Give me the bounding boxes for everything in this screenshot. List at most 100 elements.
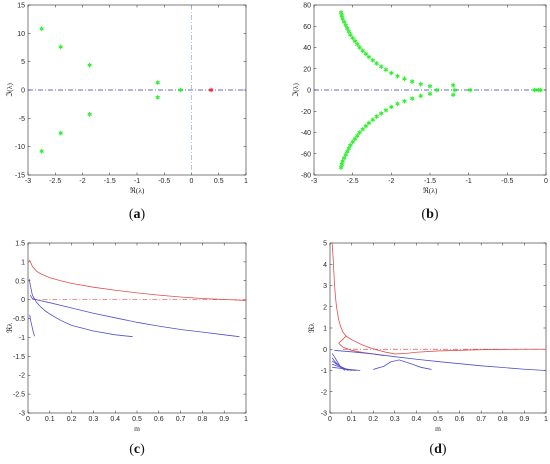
scatter-point <box>434 87 440 93</box>
scatter-point <box>374 61 379 66</box>
scatter-point <box>350 139 355 145</box>
y-tick-label: 4 <box>323 262 327 269</box>
scatter-point <box>532 87 537 93</box>
x-tick-label: -1.5 <box>104 178 116 185</box>
y-tick-label: -15 <box>15 173 25 180</box>
scatter-point <box>418 93 423 99</box>
scatter-point <box>348 32 353 38</box>
y-tick-label: 40 <box>303 45 311 52</box>
scatter-point <box>355 133 360 138</box>
scatter-point <box>370 117 376 123</box>
x-tick-label: 1 <box>244 416 248 423</box>
scatter-point <box>341 155 347 161</box>
scatter-point <box>450 82 456 88</box>
plot-area <box>314 10 546 170</box>
series-line <box>29 294 240 338</box>
scatter-point <box>338 10 344 15</box>
series-line <box>29 314 35 337</box>
scatter-point <box>538 87 543 93</box>
panel-label: (b) <box>421 207 438 222</box>
x-tick-label: -1.5 <box>424 178 436 185</box>
scatter-point <box>383 67 389 73</box>
scatter-point <box>450 92 456 98</box>
scatter-point <box>357 130 362 135</box>
y-tick-label: 0 <box>323 347 327 354</box>
scatter-point <box>360 48 365 53</box>
y-tick-label: 0.5 <box>15 278 25 285</box>
scatter-point <box>395 101 400 107</box>
y-tick-label: -80 <box>301 173 311 180</box>
x-tick-label: 0 <box>190 178 194 185</box>
x-axis-label: m <box>134 424 140 433</box>
scatter-point <box>355 42 360 47</box>
axes-frame <box>329 242 547 414</box>
x-tick-label: 0.3 <box>390 416 400 423</box>
x-tick-label: -0.5 <box>501 178 513 185</box>
x-tick-label: 0.5 <box>132 416 142 423</box>
x-tick-label: 0.4 <box>110 416 120 423</box>
x-tick-label: 0.4 <box>412 416 422 423</box>
series-line <box>332 366 361 371</box>
scatter-point <box>363 51 369 57</box>
scatter-point <box>427 83 433 89</box>
x-tick-label: 1 <box>244 178 248 185</box>
plot-area <box>331 243 546 371</box>
y-tick-label: 80 <box>303 3 311 10</box>
scatter-point <box>363 123 369 129</box>
x-tick-label: 0 <box>328 416 332 423</box>
x-tick-label: 0.1 <box>347 416 357 423</box>
y-tick-label: 0 <box>21 297 25 304</box>
x-tick-label: -2 <box>79 178 85 185</box>
scatter-point <box>366 120 372 126</box>
y-tick-label: 20 <box>303 66 311 73</box>
scatter-point <box>370 57 376 63</box>
panel-c-chart: 0 0.1 0.2 0.3 0.4 0.5 0.6 0.7 0.8 0.9 1 -3 -2.5 -2 -1.… <box>5 241 248 458</box>
scatter-point <box>58 44 63 50</box>
axes-frame <box>27 242 247 414</box>
scatter-point <box>87 62 92 68</box>
series-line <box>373 359 432 370</box>
x-tick-label: -2 <box>388 178 394 185</box>
scatter-point <box>344 149 350 154</box>
y-tick-label: -2.5 <box>13 392 25 399</box>
x-tick-label: 0 <box>26 416 30 423</box>
scatter-point <box>352 38 358 44</box>
panel-label: (c) <box>129 442 145 457</box>
x-tick-label: 0.2 <box>368 416 378 423</box>
scatter-point <box>348 142 353 148</box>
x-tick-label: -3 <box>25 178 31 185</box>
y-tick-label: -20 <box>301 109 311 116</box>
x-tick-label: 0.2 <box>67 416 77 423</box>
y-tick-label: -0.5 <box>13 316 25 323</box>
plot-area <box>28 259 246 338</box>
x-tick-label: 0.9 <box>520 416 530 423</box>
y-tick-label: 0 <box>307 88 311 95</box>
scatter-point <box>339 162 345 167</box>
scatter-point <box>402 76 407 82</box>
y-tick-label: 5 <box>21 59 25 66</box>
y-tick-label: 1 <box>323 326 327 333</box>
x-tick-label: -3 <box>311 178 317 185</box>
x-tick-label: 0 <box>544 178 548 185</box>
scatter-point <box>341 19 347 25</box>
panel-b-chart: -3 -2.5 -2 -1.5 -1 -0.5 0 -80 -60 -40 -20 0 20 40 60 80… <box>291 3 548 223</box>
scatter-point <box>379 64 384 69</box>
y-tick-label: -2 <box>19 373 25 380</box>
y-tick-label: -1.5 <box>13 354 25 361</box>
y-tick-label: -1 <box>321 368 327 375</box>
x-tick-label: 0.9 <box>219 416 229 423</box>
series-line <box>338 335 546 355</box>
y-tick-label: 0 <box>21 88 25 95</box>
scatter-point <box>409 79 415 84</box>
scatter-point <box>383 107 389 113</box>
y-tick-label: -2 <box>321 389 327 396</box>
y-tick-label: -40 <box>301 130 311 137</box>
y-axis-label: ℑ(λ) <box>291 83 300 97</box>
x-tick-label: -1 <box>466 178 472 185</box>
series-line <box>334 349 546 371</box>
y-axis-label: ℜλ <box>5 323 14 333</box>
x-tick-label: 0.6 <box>455 416 465 423</box>
scatter-point <box>379 111 384 116</box>
panel-label: (d) <box>429 442 446 457</box>
x-tick-label: -2.5 <box>49 178 61 185</box>
